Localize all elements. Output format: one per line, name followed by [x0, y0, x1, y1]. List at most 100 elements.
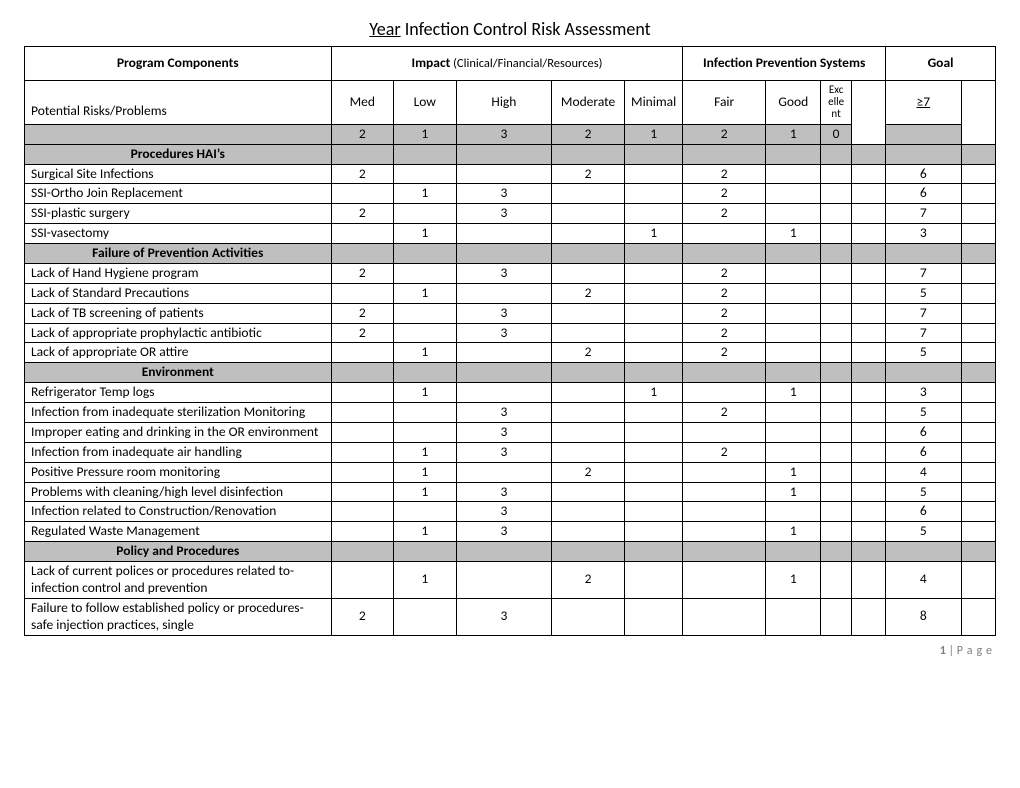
section-header-cell — [331, 144, 394, 164]
data-cell — [624, 283, 682, 303]
data-cell — [961, 204, 995, 224]
section-header-cell — [766, 542, 821, 562]
data-cell — [331, 224, 394, 244]
data-cell: 7 — [886, 204, 962, 224]
data-cell — [683, 562, 766, 599]
data-cell — [961, 224, 995, 244]
page-sep: | — [949, 644, 957, 658]
section-header-label: Environment — [25, 363, 332, 383]
data-cell — [552, 502, 625, 522]
row-label: Failure to follow established policy or … — [25, 598, 332, 635]
section-header-cell — [624, 244, 682, 264]
infection-prevention-header: Infection Prevention Systems — [683, 47, 886, 81]
data-cell — [851, 323, 885, 343]
data-cell — [683, 383, 766, 403]
data-cell: 1 — [394, 383, 457, 403]
data-cell: 3 — [456, 184, 552, 204]
data-cell: 3 — [456, 522, 552, 542]
data-cell — [851, 204, 885, 224]
col-low: Low — [394, 80, 457, 124]
data-cell: 3 — [456, 422, 552, 442]
score-c10 — [886, 124, 962, 144]
section-header-row: Procedures HAI’s — [25, 144, 996, 164]
table-row: Improper eating and drinking in the OR e… — [25, 422, 996, 442]
data-cell: 2 — [552, 164, 625, 184]
data-cell: 1 — [394, 482, 457, 502]
data-cell: 5 — [886, 522, 962, 542]
data-cell — [624, 263, 682, 283]
data-cell — [821, 598, 851, 635]
table-row: Positive Pressure room monitoring1214 — [25, 462, 996, 482]
data-cell — [394, 598, 457, 635]
section-header-cell — [624, 144, 682, 164]
data-cell — [331, 522, 394, 542]
data-cell: 3 — [456, 323, 552, 343]
section-header-cell — [961, 144, 995, 164]
data-cell — [394, 502, 457, 522]
data-cell — [851, 482, 885, 502]
data-cell — [394, 263, 457, 283]
data-cell: 2 — [683, 164, 766, 184]
data-cell — [552, 303, 625, 323]
data-cell: 3 — [456, 442, 552, 462]
data-cell: 2 — [331, 598, 394, 635]
section-header-cell — [766, 363, 821, 383]
data-cell — [851, 403, 885, 423]
data-cell — [821, 323, 851, 343]
data-cell — [821, 403, 851, 423]
row-label: SSI-vasectomy — [25, 224, 332, 244]
data-cell — [624, 442, 682, 462]
data-cell: 1 — [624, 383, 682, 403]
data-cell — [552, 442, 625, 462]
section-header-cell — [394, 363, 457, 383]
title-underlined: Year — [369, 18, 400, 40]
row-label: Refrigerator Temp logs — [25, 383, 332, 403]
section-header-cell — [394, 144, 457, 164]
data-cell — [394, 422, 457, 442]
table-row: Infection from inadequate sterilization … — [25, 403, 996, 423]
data-cell — [552, 224, 625, 244]
data-cell — [624, 562, 682, 599]
data-cell — [766, 442, 821, 462]
section-header-cell — [552, 363, 625, 383]
section-header-cell — [456, 244, 552, 264]
title-rest: Infection Control Risk Assessment — [401, 18, 651, 40]
data-cell — [961, 482, 995, 502]
data-cell: 2 — [331, 263, 394, 283]
data-cell — [624, 303, 682, 323]
page-number: 1 — [940, 644, 946, 658]
data-cell — [851, 383, 885, 403]
section-header-cell — [456, 542, 552, 562]
data-cell — [961, 403, 995, 423]
section-header-cell — [851, 542, 885, 562]
data-cell — [683, 522, 766, 542]
data-cell — [331, 502, 394, 522]
section-header-cell — [331, 542, 394, 562]
data-cell — [456, 343, 552, 363]
data-cell — [961, 598, 995, 635]
data-cell: 2 — [683, 184, 766, 204]
section-header-row: Environment — [25, 363, 996, 383]
data-cell — [766, 422, 821, 442]
section-header-cell — [331, 244, 394, 264]
col-blank-goal — [961, 80, 995, 144]
data-cell: 2 — [552, 562, 625, 599]
data-cell: 4 — [886, 462, 962, 482]
risk-table: Program Components Impact (Clinical/Fina… — [24, 46, 996, 636]
section-header-cell — [766, 144, 821, 164]
section-header-cell — [961, 363, 995, 383]
data-cell — [961, 522, 995, 542]
row-label: SSI-Ortho Join Replacement — [25, 184, 332, 204]
data-cell — [624, 422, 682, 442]
data-cell — [961, 263, 995, 283]
section-header-cell — [394, 244, 457, 264]
data-cell: 1 — [766, 522, 821, 542]
data-cell: 6 — [886, 184, 962, 204]
section-header-label: Failure of Prevention Activities — [25, 244, 332, 264]
data-cell: 2 — [552, 343, 625, 363]
data-cell: 1 — [766, 383, 821, 403]
section-header-cell — [683, 144, 766, 164]
data-cell: 5 — [886, 403, 962, 423]
data-cell — [624, 462, 682, 482]
data-cell — [683, 598, 766, 635]
